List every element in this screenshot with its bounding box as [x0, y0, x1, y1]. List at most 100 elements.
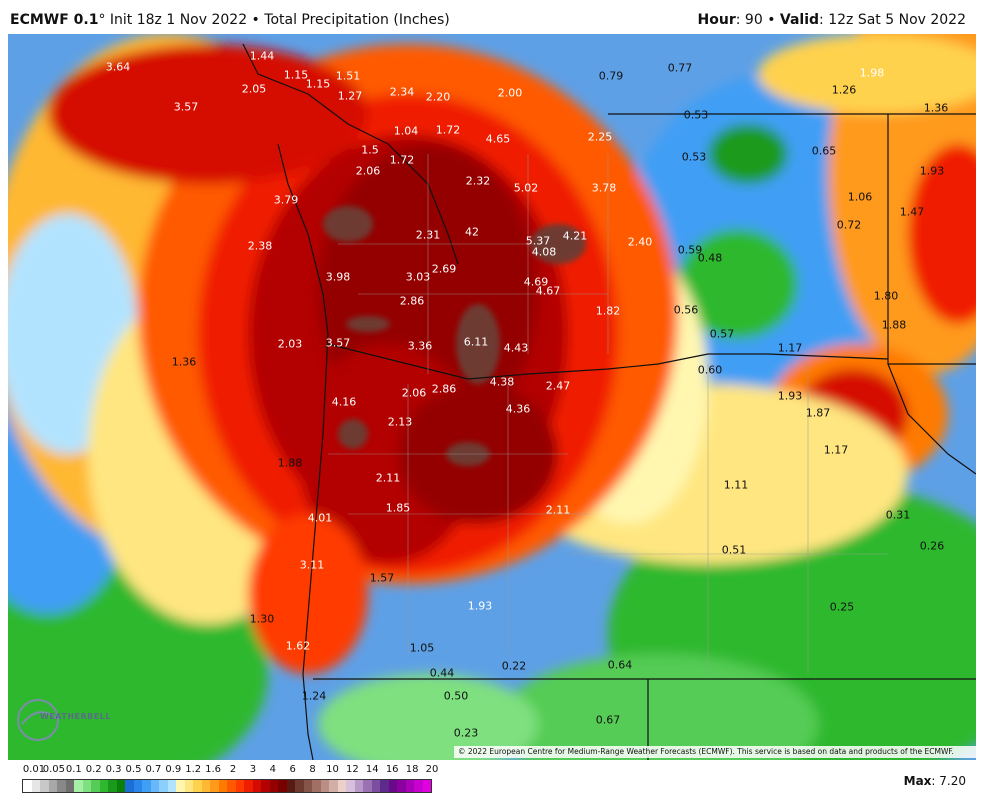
- legend-swatch: [235, 780, 244, 792]
- precip-value-label: 0.50: [443, 689, 469, 703]
- precip-value-label: 5.02: [513, 181, 539, 195]
- hour-value: : 90 •: [735, 12, 780, 28]
- precip-value-label: 1.27: [337, 89, 363, 103]
- precip-value-label: 1.17: [777, 341, 803, 355]
- legend-tick-label: 0.9: [165, 764, 182, 775]
- legend-colorbar: [22, 779, 432, 793]
- precip-value-label: 1.82: [595, 304, 621, 318]
- legend-swatch: [329, 780, 338, 792]
- legend-swatch: [201, 780, 210, 792]
- precip-value-label: 0.56: [673, 303, 699, 317]
- precip-value-label: 2.05: [241, 82, 267, 96]
- precip-value-label: 1.15: [283, 68, 309, 82]
- legend-swatch: [312, 780, 321, 792]
- precip-value-label: 4.65: [485, 132, 511, 146]
- precip-value-label: 2.03: [277, 337, 303, 351]
- precip-value-label: 1.05: [409, 641, 435, 655]
- precip-value-label: 4.36: [505, 402, 531, 416]
- legend-swatch: [167, 780, 176, 792]
- legend-swatch: [125, 780, 134, 792]
- precip-value-label: 1.57: [369, 571, 395, 585]
- precip-value-label: 4.67: [535, 284, 561, 298]
- legend-tick-label: 18: [405, 764, 419, 775]
- legend-tick-label: 2: [229, 764, 237, 775]
- precip-value-label: 2.69: [431, 262, 457, 276]
- legend-swatch: [176, 780, 185, 792]
- legend-swatch: [422, 780, 431, 792]
- legend-swatch: [278, 780, 287, 792]
- precip-value-label: 1.11: [723, 478, 749, 492]
- logo-text: WEATHERBELL: [40, 712, 111, 721]
- precip-value-label: 0.22: [501, 659, 527, 673]
- precip-value-label: 1.98: [859, 66, 885, 80]
- precip-value-label: 1.47: [899, 205, 925, 219]
- precip-value-label: 1.80: [873, 289, 899, 303]
- legend-tick-label: 12: [346, 764, 359, 775]
- legend-tick-label: 0.3: [105, 764, 122, 775]
- precip-value-label: 2.38: [247, 239, 273, 253]
- legend-tick-label: 0.1: [65, 764, 82, 775]
- legend-swatch: [363, 780, 372, 792]
- precip-value-label: 1.36: [923, 101, 949, 115]
- precip-value-label: 1.87: [805, 406, 831, 420]
- precip-value-label: 1.04: [393, 124, 419, 138]
- precip-value-label: 2.47: [545, 379, 571, 393]
- legend-tick-label: 0.01: [22, 764, 46, 775]
- precip-value-label: 4.16: [331, 395, 357, 409]
- precip-value-label: 1.62: [285, 639, 311, 653]
- precip-value-label: 1.24: [301, 689, 327, 703]
- precip-value-label: 0.31: [885, 508, 911, 522]
- legend-swatch: [48, 780, 57, 792]
- legend-swatch: [74, 780, 83, 792]
- copyright-notice: © 2022 European Centre for Medium-Range …: [454, 746, 976, 758]
- legend-tick-label: 1.6: [205, 764, 222, 775]
- precip-value-label: 0.26: [919, 539, 945, 553]
- precip-value-label: 1.44: [249, 49, 275, 63]
- legend-tick-label: 14: [365, 764, 379, 775]
- legend-swatch: [23, 780, 32, 792]
- precip-value-label: 3.98: [325, 270, 351, 284]
- init-info: Init 18z 1 Nov 2022 • Total Precipitatio…: [105, 12, 450, 28]
- legend-swatch: [57, 780, 66, 792]
- legend-swatch: [150, 780, 159, 792]
- precip-value-label: 4.08: [531, 245, 557, 259]
- max-value: Max: 7.20: [904, 774, 966, 788]
- precip-value-label: 1.17: [823, 443, 849, 457]
- legend-swatch: [227, 780, 236, 792]
- precip-value-label: 1.88: [881, 318, 907, 332]
- precip-value-label: 2.06: [401, 386, 427, 400]
- legend-swatch: [244, 780, 253, 792]
- legend-swatch: [303, 780, 312, 792]
- precip-value-label: 2.31: [415, 228, 441, 242]
- legend-swatch: [218, 780, 227, 792]
- legend-tick-label: 4: [269, 764, 276, 775]
- legend-swatch: [346, 780, 355, 792]
- precip-value-label: 1.26: [831, 83, 857, 97]
- precip-value-label: 1.51: [335, 69, 361, 83]
- legend-tick-label: 16: [385, 764, 399, 775]
- legend-swatch: [380, 780, 389, 792]
- precip-value-label: 1.72: [389, 153, 415, 167]
- precip-value-label: 0.77: [667, 61, 693, 75]
- precip-value-label: 0.53: [681, 150, 707, 164]
- model-name: ECMWF 0.1: [10, 12, 99, 28]
- legend-swatch: [252, 780, 261, 792]
- weatherbell-logo: WEATHERBELL: [14, 694, 110, 744]
- legend-tick-label: 1.2: [185, 764, 202, 775]
- legend-swatch: [354, 780, 363, 792]
- precip-value-label: 1.15: [305, 77, 331, 91]
- hour-label: Hour: [697, 12, 736, 28]
- precip-value-label: 3.57: [325, 336, 351, 350]
- legend-swatch: [108, 780, 117, 792]
- precip-value-label: 0.72: [836, 218, 862, 232]
- precip-value-label: 0.60: [697, 363, 723, 377]
- precip-value-label: 4.43: [503, 341, 529, 355]
- valid-value: : 12z Sat 5 Nov 2022: [819, 12, 966, 28]
- precip-value-label: 3.03: [405, 270, 431, 284]
- precip-value-label: 0.67: [595, 713, 621, 727]
- legend-swatch: [261, 780, 270, 792]
- legend-swatch: [31, 780, 40, 792]
- precip-value-label: 0.51: [721, 543, 747, 557]
- precip-value-label: 0.53: [683, 108, 709, 122]
- precip-value-label: 4.38: [489, 375, 515, 389]
